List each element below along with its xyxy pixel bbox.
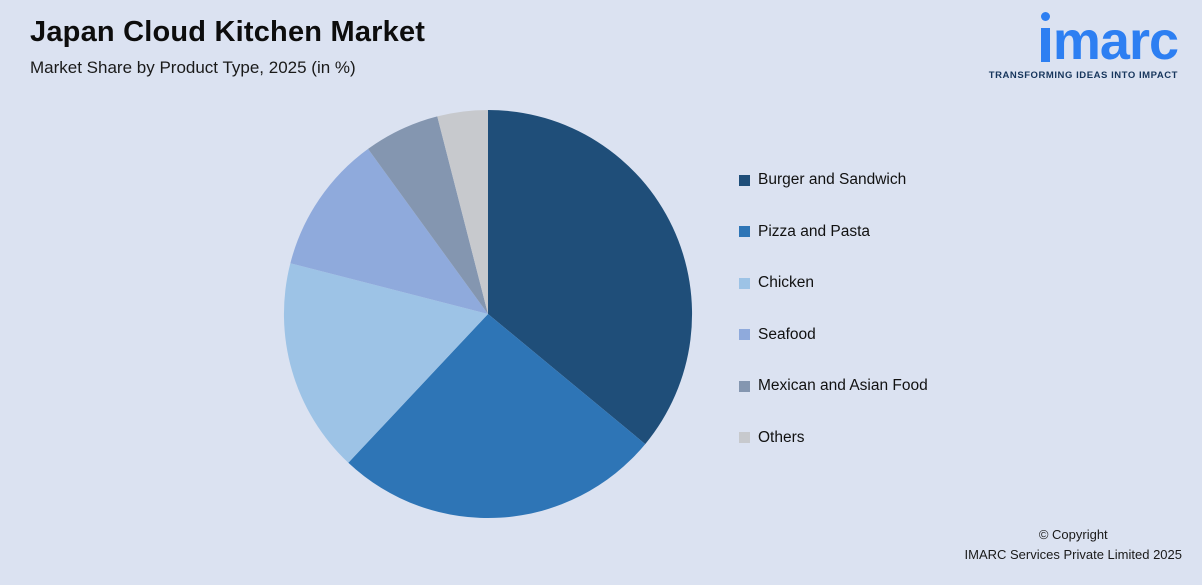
- imarc-logo-i-dot-icon: [1040, 12, 1050, 21]
- legend-label: Chicken: [758, 274, 814, 291]
- pie-slice-burger-and-sandwich: [488, 109, 693, 445]
- legend-swatch-icon: [739, 277, 750, 289]
- imarc-logo-wordmark: marc: [1040, 10, 1179, 71]
- legend-label: Burger and Sandwich: [758, 171, 907, 188]
- legend-swatch-icon: [739, 226, 750, 237]
- legend-item: Mexican and Asian Food: [739, 374, 928, 398]
- imarc-logo-text: marc: [1052, 10, 1179, 71]
- legend-swatch-icon: [739, 432, 750, 443]
- legend-item: Seafood: [739, 323, 928, 347]
- legend-swatch-icon: [739, 329, 750, 340]
- imarc-logo-i-icon: [1040, 12, 1050, 62]
- page-title: Japan Cloud Kitchen Market: [30, 16, 426, 48]
- pie-chart-svg: [283, 109, 693, 519]
- legend-label: Others: [758, 428, 805, 446]
- imarc-logo-i-stem-icon: [1040, 28, 1050, 62]
- legend-label: Pizza and Pasta: [758, 222, 871, 240]
- page-subtitle: Market Share by Product Type, 2025 (in %…: [30, 58, 356, 77]
- pie-chart: [281, 107, 695, 526]
- imarc-logo: marc TRANSFORMING IDEAS INTO IMPACT: [988, 8, 1179, 81]
- legend-item: Others: [739, 426, 928, 450]
- imarc-logo-tagline: TRANSFORMING IDEAS INTO IMPACT: [988, 70, 1178, 81]
- legend-swatch-icon: [739, 174, 750, 186]
- legend-label: Seafood: [758, 325, 816, 343]
- legend: Burger and Sandwich Pizza and Pasta Chicke…: [739, 168, 928, 477]
- header-titles: Japan Cloud Kitchen Market Market Share …: [30, 16, 425, 78]
- pie-slice-pizza-and-pasta: [348, 314, 646, 519]
- legend-swatch-icon: [739, 380, 750, 392]
- copyright-line-1: © Copyright: [1038, 526, 1108, 542]
- copyright-notice: © Copyright IMARC Services Private Limit…: [965, 525, 1182, 565]
- copyright-line-2: IMARC Services Private Limited 2025: [964, 546, 1182, 562]
- legend-item: Burger and Sandwich: [739, 168, 928, 192]
- pie-slice-chicken: [283, 263, 488, 463]
- legend-label: Mexican and Asian Food: [758, 377, 928, 394]
- legend-item: Pizza and Pasta: [739, 220, 928, 244]
- pie-slice-seafood: [290, 148, 488, 314]
- pie-slice-others: [437, 109, 488, 314]
- pie-slice-mexican-and-asian-food: [368, 116, 488, 314]
- legend-item: Chicken: [739, 271, 928, 295]
